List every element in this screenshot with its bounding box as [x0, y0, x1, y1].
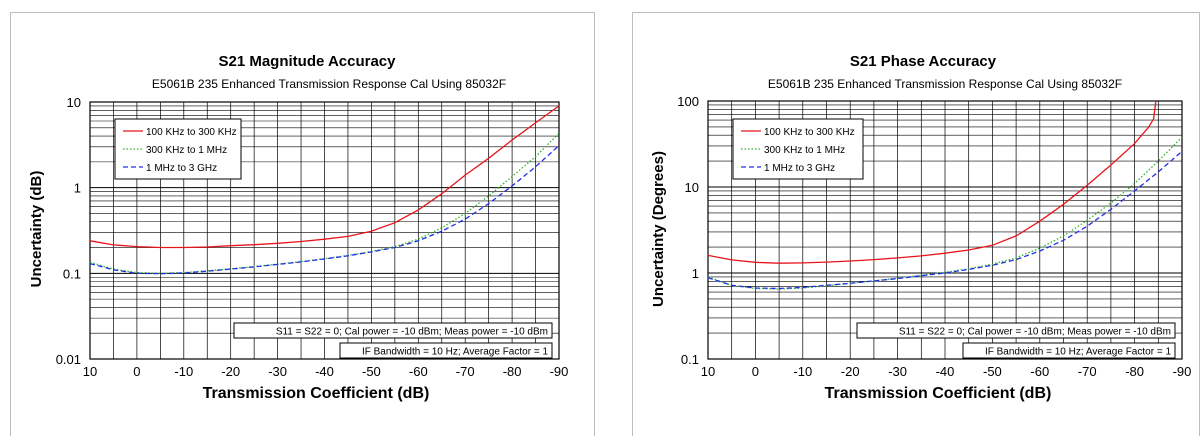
x-tick-label: -10	[174, 364, 193, 379]
legend-label: 300 KHz to 1 MHz	[146, 145, 227, 156]
legend-box	[732, 118, 864, 180]
x-tick-label: -80	[1125, 364, 1144, 379]
x-tick-label: -60	[1030, 364, 1049, 379]
chart-title: S21 Magnitude Accuracy	[218, 53, 396, 70]
legend-label: 100 KHz to 300 KHz	[146, 127, 237, 138]
series-line	[707, 100, 1157, 264]
note-box	[962, 342, 1176, 359]
legend-label: 1 MHz to 3 GHz	[146, 163, 217, 174]
x-tick-label: 0	[133, 364, 140, 379]
x-tick-label: -80	[503, 364, 522, 379]
note-box	[233, 322, 553, 339]
note-box	[339, 342, 553, 359]
x-tick-label: -30	[888, 364, 907, 379]
notes: S11 = S22 = 0; Cal power = -10 dBm; Meas…	[856, 322, 1176, 359]
magnitude-chart: S21 Magnitude Accuracy E5061B 235 Enhanc…	[28, 53, 569, 402]
x-tick-label: -40	[315, 364, 334, 379]
phase-chart: S21 Phase Accuracy E5061B 235 Enhanced T…	[650, 53, 1191, 402]
x-tick-label: -70	[456, 364, 475, 379]
y-tick-label: 0.1	[63, 266, 81, 281]
x-tick-label: -60	[409, 364, 428, 379]
y-tick-label: 0.1	[681, 352, 699, 367]
legend-label: 100 KHz to 300 KHz	[764, 127, 855, 138]
x-tick-label: 10	[701, 364, 715, 379]
y-tick-label: 0.01	[56, 352, 81, 367]
tick-labels: 10 0 -10 -20 -30 -40 -50 -60 -70 -80 -90 10 1 0.1 0.01	[56, 95, 569, 379]
x-tick-label: -90	[1173, 364, 1192, 379]
chart-subtitle: E5061B 235 Enhanced Transmission Respons…	[152, 77, 506, 91]
plot-grid	[89, 101, 560, 360]
note-text: IF Bandwidth = 10 Hz; Average Factor = 1	[362, 347, 548, 358]
plot-frame	[89, 101, 560, 360]
x-tick-label: -10	[793, 364, 812, 379]
x-axis-label: Transmission Coefficient (dB)	[203, 385, 430, 402]
y-axis-label: Uncertainty (Degrees)	[650, 151, 667, 307]
magnitude-chart-panel: S21 Magnitude Accuracy E5061B 235 Enhanc…	[10, 12, 595, 436]
x-tick-label: 0	[752, 364, 759, 379]
series-lines	[707, 100, 1183, 290]
notes: S11 = S22 = 0; Cal power = -10 dBm; Meas…	[233, 322, 553, 359]
legend: 100 KHz to 300 KHz 300 KHz to 1 MHz 1 MHz …	[732, 118, 864, 180]
x-axis-label: Transmission Coefficient (dB)	[825, 385, 1052, 402]
note-text: IF Bandwidth = 10 Hz; Average Factor = 1	[985, 347, 1171, 358]
legend: 100 KHz to 300 KHz 300 KHz to 1 MHz 1 MHz …	[114, 118, 242, 180]
y-axis-label: Uncertainty (dB)	[28, 171, 45, 288]
chart-subtitle: E5061B 235 Enhanced Transmission Respons…	[768, 77, 1122, 91]
chart-title: S21 Phase Accuracy	[850, 53, 997, 70]
y-tick-label: 100	[677, 94, 699, 109]
x-tick-label: -30	[268, 364, 287, 379]
plot-frame	[707, 100, 1183, 360]
y-tick-label: 10	[67, 95, 81, 110]
note-box	[856, 322, 1176, 339]
x-tick-label: 10	[83, 364, 97, 379]
legend-label: 300 KHz to 1 MHz	[764, 145, 845, 156]
note-text: S11 = S22 = 0; Cal power = -10 dBm; Meas…	[899, 327, 1171, 338]
legend-label: 1 MHz to 3 GHz	[764, 163, 835, 174]
x-tick-label: -20	[221, 364, 240, 379]
note-text: S11 = S22 = 0; Cal power = -10 dBm; Meas…	[276, 327, 548, 338]
x-tick-label: -40	[936, 364, 955, 379]
legend-box	[114, 118, 242, 180]
y-tick-label: 1	[692, 266, 699, 281]
series-line	[89, 145, 560, 275]
series-line	[707, 150, 1183, 290]
y-tick-label: 1	[74, 181, 81, 196]
x-tick-label: -50	[362, 364, 381, 379]
x-tick-label: -70	[1078, 364, 1097, 379]
x-tick-label: -90	[550, 364, 569, 379]
phase-chart-panel: S21 Phase Accuracy E5061B 235 Enhanced T…	[632, 12, 1200, 436]
series-lines	[89, 105, 560, 275]
x-tick-label: -20	[841, 364, 860, 379]
x-tick-label: -50	[983, 364, 1002, 379]
y-tick-label: 10	[685, 180, 699, 195]
series-line	[89, 105, 560, 249]
